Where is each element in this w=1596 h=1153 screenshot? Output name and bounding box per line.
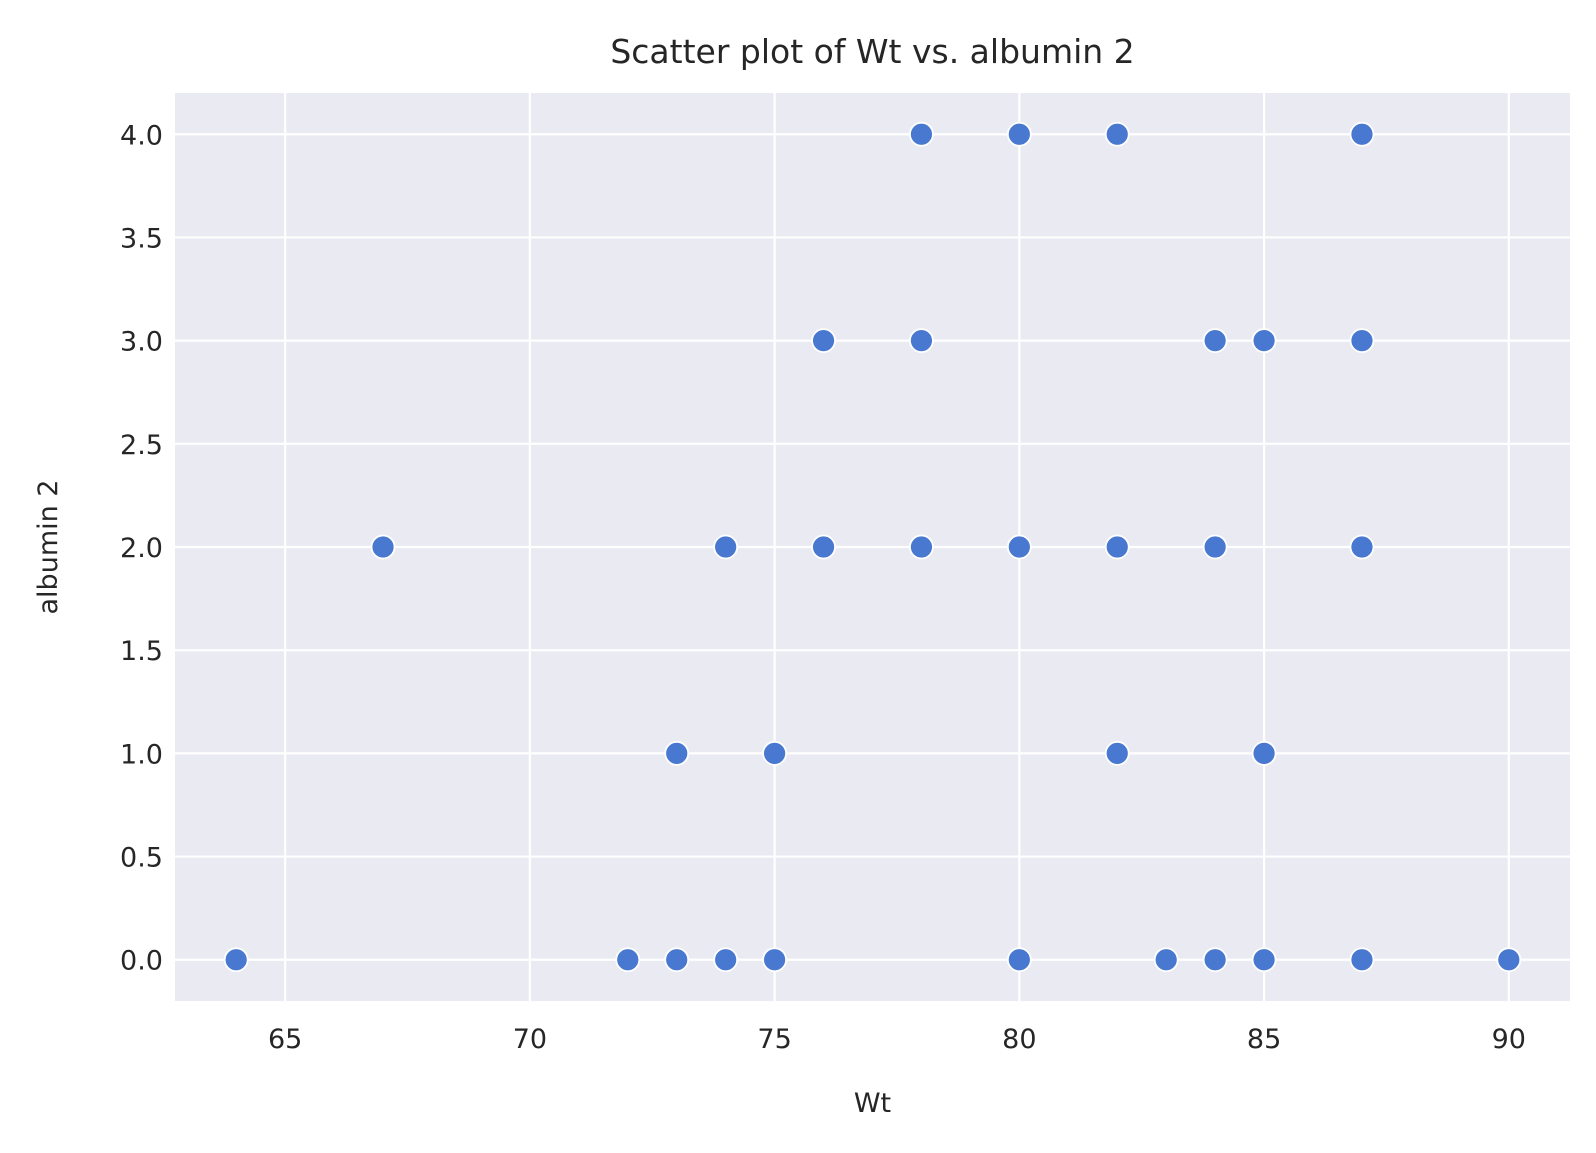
data-point [1251, 947, 1277, 973]
data-point [664, 740, 690, 766]
data-point [1153, 947, 1179, 973]
data-point [1349, 328, 1375, 354]
data-point [1006, 121, 1032, 147]
data-point [909, 534, 934, 560]
data-point [664, 947, 690, 973]
data-point [370, 534, 396, 560]
data-point [1349, 121, 1375, 147]
data-point [1104, 740, 1130, 766]
data-point [1251, 740, 1277, 766]
data-point [762, 740, 788, 766]
data-point [1202, 947, 1228, 973]
data-point [909, 328, 934, 354]
y-tick-labels: 0.0 0.5 1.0 1.5 2.0 2.5 3.0 3.5 4.0 [120, 120, 163, 976]
data-point [1202, 328, 1228, 354]
x-axis-label: Wt [854, 1088, 891, 1119]
x-tick-label: 85 [1247, 1024, 1281, 1055]
data-point [762, 947, 788, 973]
data-point [1202, 534, 1228, 560]
data-point [1349, 534, 1375, 560]
x-tick-labels: 65 70 75 80 85 90 [268, 1024, 1526, 1055]
y-tick-label: 2.5 [120, 430, 163, 461]
x-tick-label: 80 [1002, 1024, 1036, 1055]
data-point [713, 947, 739, 973]
y-tick-label: 0.0 [120, 946, 163, 977]
x-tick-label: 90 [1492, 1024, 1526, 1055]
data-point [1251, 328, 1277, 354]
data-point [909, 121, 934, 147]
grid-lines [175, 93, 1570, 1001]
y-tick-label: 2.0 [120, 533, 163, 564]
data-point [1104, 534, 1130, 560]
data-point [1006, 947, 1032, 973]
data-point [713, 534, 739, 560]
y-tick-label: 0.5 [120, 843, 163, 874]
data-point [811, 534, 836, 560]
data-points [223, 121, 1522, 973]
x-tick-label: 75 [757, 1024, 791, 1055]
data-point [1104, 121, 1130, 147]
x-tick-label: 65 [268, 1024, 302, 1055]
y-tick-label: 1.0 [120, 739, 163, 770]
y-tick-label: 3.5 [120, 223, 163, 254]
y-tick-label: 1.5 [120, 636, 163, 667]
data-point [811, 328, 836, 354]
data-point [1006, 534, 1032, 560]
y-axis-label: albumin 2 [33, 480, 64, 615]
y-tick-label: 4.0 [120, 120, 163, 151]
data-point [1349, 947, 1375, 973]
chart-title: Scatter plot of Wt vs. albumin 2 [610, 32, 1134, 71]
data-point [1496, 947, 1522, 973]
data-point [615, 947, 641, 973]
y-tick-label: 3.0 [120, 327, 163, 358]
data-point [223, 947, 249, 973]
x-tick-label: 70 [513, 1024, 547, 1055]
